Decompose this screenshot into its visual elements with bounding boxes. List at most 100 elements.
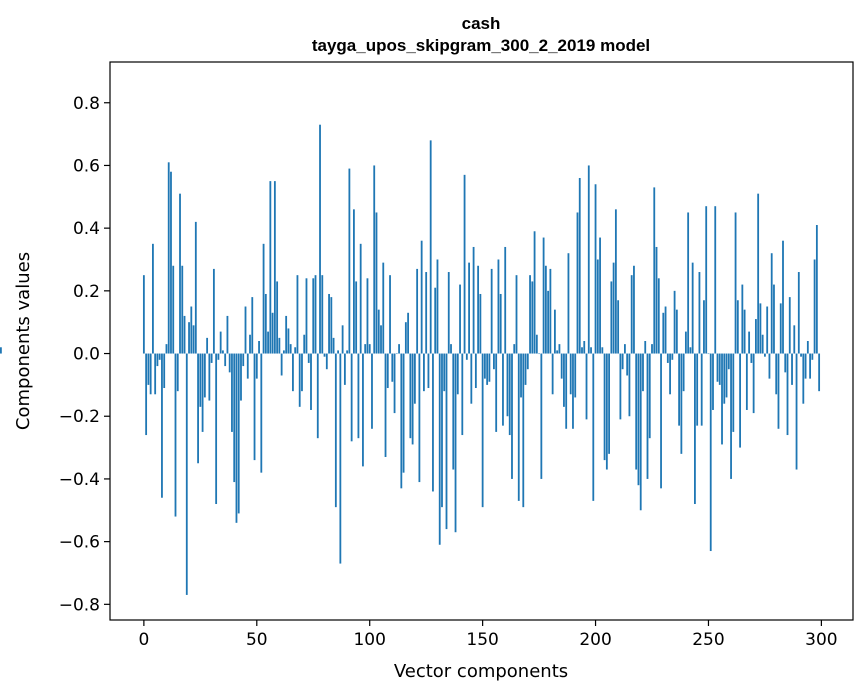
bar-13 xyxy=(172,265,175,354)
bar-48 xyxy=(251,297,254,354)
bar-110 xyxy=(391,353,394,382)
bar-73 xyxy=(307,353,310,363)
bar-148 xyxy=(477,265,480,354)
bar-39 xyxy=(231,353,233,432)
y-tick-label: 0.8 xyxy=(73,94,100,114)
bar-245 xyxy=(696,353,699,426)
bar-199 xyxy=(592,353,595,501)
bar-262 xyxy=(734,212,737,354)
bar-240 xyxy=(684,331,687,354)
bar-63 xyxy=(285,315,288,354)
bar-86 xyxy=(337,350,339,354)
bar-295 xyxy=(809,353,811,379)
bar-162 xyxy=(508,353,511,436)
bar-238 xyxy=(680,353,683,454)
bar-260 xyxy=(730,353,732,479)
bar-182 xyxy=(553,309,556,354)
bar-218 xyxy=(635,353,638,470)
bar-253 xyxy=(714,206,717,354)
bar-278 xyxy=(770,253,773,354)
bar-54 xyxy=(264,293,267,354)
bar-4 xyxy=(152,243,154,354)
bar-87 xyxy=(339,353,342,564)
bar-75 xyxy=(312,278,315,354)
bar-103 xyxy=(375,212,378,354)
bar-249 xyxy=(705,206,708,354)
bar-157 xyxy=(497,259,500,354)
y-tick-label: −0.8 xyxy=(59,595,100,615)
bar-203 xyxy=(601,347,604,354)
bar-252 xyxy=(712,353,714,410)
bar-136 xyxy=(450,344,452,354)
bar-118 xyxy=(409,353,412,439)
bar-99 xyxy=(366,278,369,354)
bar-53 xyxy=(262,243,265,354)
bar-126 xyxy=(427,353,430,389)
bar-131 xyxy=(438,353,441,545)
bar-172 xyxy=(531,281,534,354)
bar-243 xyxy=(691,262,694,354)
bar-168 xyxy=(522,353,525,508)
bar-141 xyxy=(461,353,464,436)
bar-40 xyxy=(233,353,236,483)
bar-116 xyxy=(404,322,407,354)
bar-140 xyxy=(459,284,461,354)
bar-272 xyxy=(757,193,760,354)
bar-16 xyxy=(179,193,181,354)
bar-121 xyxy=(416,268,419,354)
bar-201 xyxy=(596,259,599,354)
bar-17 xyxy=(181,265,184,354)
bar-115 xyxy=(402,353,405,473)
bar-14 xyxy=(174,353,177,517)
bar-225 xyxy=(651,344,653,354)
bar-209 xyxy=(614,209,617,354)
bar-27 xyxy=(203,353,206,398)
bar-205 xyxy=(605,353,608,470)
bar-292 xyxy=(802,353,805,404)
bar-191 xyxy=(574,353,577,398)
bar-112 xyxy=(395,353,398,355)
bar-289 xyxy=(795,353,798,470)
x-tick-label: 300 xyxy=(805,630,837,650)
bar-266 xyxy=(743,309,746,354)
bar-255 xyxy=(718,353,721,385)
bar-83 xyxy=(330,297,333,354)
bar-23 xyxy=(194,221,197,354)
bar-98 xyxy=(364,344,367,354)
bar-69 xyxy=(298,353,301,407)
bar-230 xyxy=(662,312,665,354)
bar-93 xyxy=(353,209,355,354)
bar-198 xyxy=(590,347,592,354)
bar-44 xyxy=(242,353,245,367)
bar-149 xyxy=(479,293,482,354)
bar-100 xyxy=(368,344,371,354)
bar-20 xyxy=(188,322,190,354)
bar-25 xyxy=(199,353,202,407)
bar-206 xyxy=(608,353,610,454)
bar-67 xyxy=(294,347,297,354)
x-tick-label: 0 xyxy=(138,630,149,650)
bar-276 xyxy=(766,306,769,354)
bar-91 xyxy=(348,168,351,354)
bar-19 xyxy=(185,353,188,595)
bar-166 xyxy=(517,353,520,501)
bar-288 xyxy=(793,325,796,354)
bar-31 xyxy=(212,268,215,354)
bar-265 xyxy=(741,284,744,354)
bar-35 xyxy=(222,350,224,354)
bar-43 xyxy=(240,353,242,401)
bar-37 xyxy=(226,315,229,354)
bar-38 xyxy=(228,353,231,373)
bar-125 xyxy=(425,272,428,354)
bar-281 xyxy=(777,353,780,429)
bar-12 xyxy=(170,171,172,354)
x-tick-label: 150 xyxy=(466,630,498,650)
bar-171 xyxy=(529,275,531,354)
bar-55 xyxy=(267,331,269,354)
bar-77 xyxy=(316,353,319,439)
bar-60 xyxy=(278,337,281,354)
bar-111 xyxy=(393,353,396,414)
bar-188 xyxy=(567,253,570,354)
bar-222 xyxy=(644,341,647,354)
bar-32 xyxy=(215,353,218,505)
